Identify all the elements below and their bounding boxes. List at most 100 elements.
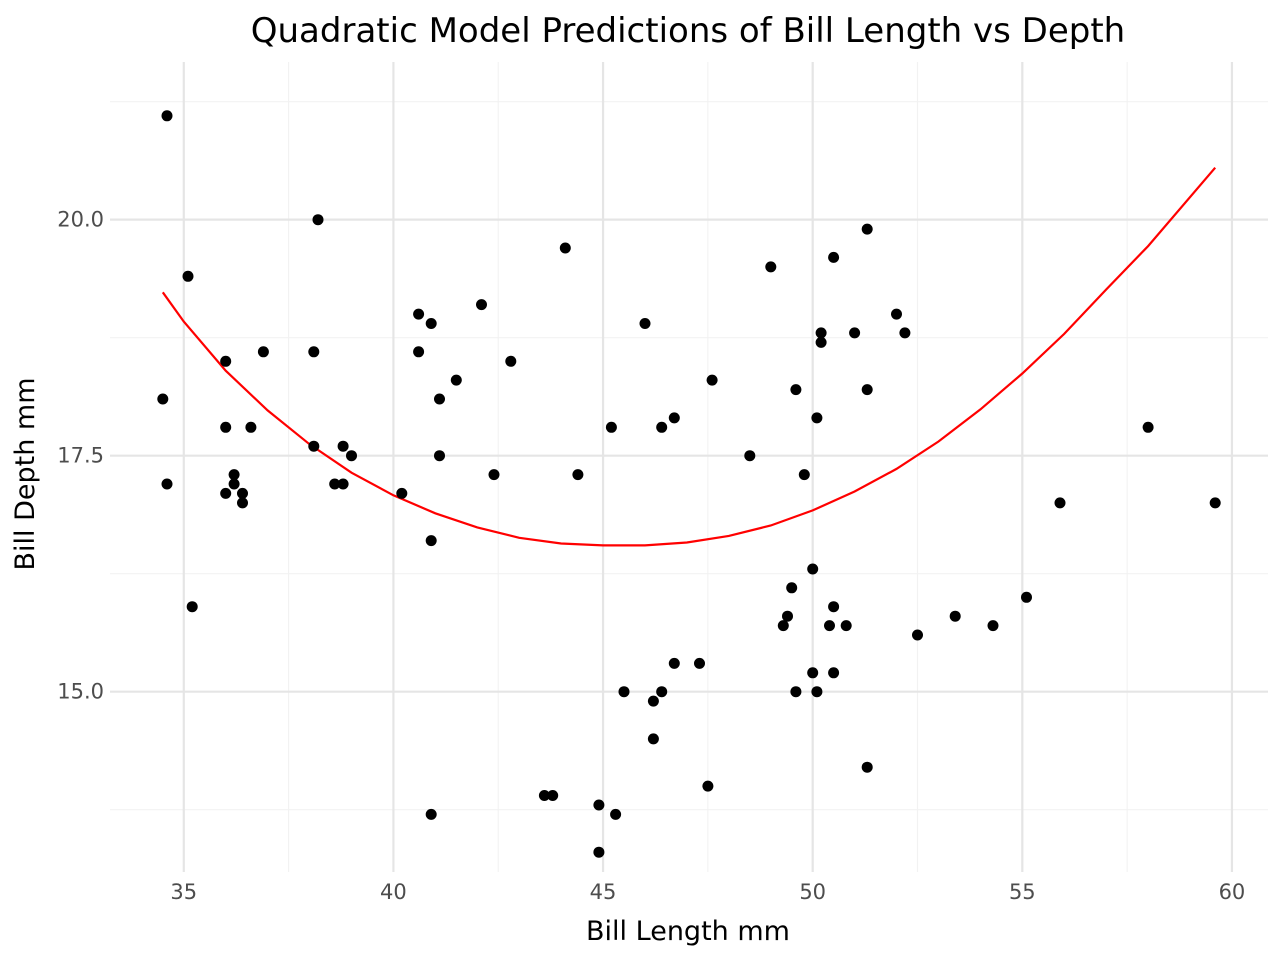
data-point bbox=[237, 497, 248, 509]
x-tick-label: 35 bbox=[170, 880, 197, 904]
data-point bbox=[828, 667, 840, 679]
data-point bbox=[668, 657, 680, 669]
data-point bbox=[828, 251, 840, 263]
data-point bbox=[861, 761, 873, 773]
data-point bbox=[505, 355, 517, 367]
data-point bbox=[777, 620, 789, 632]
data-point bbox=[891, 308, 902, 320]
data-point bbox=[605, 421, 617, 433]
x-tick-label: 55 bbox=[1009, 880, 1036, 904]
data-point bbox=[434, 450, 445, 462]
data-point bbox=[308, 440, 320, 452]
data-point bbox=[329, 478, 341, 490]
data-point bbox=[987, 620, 999, 632]
minor-gridlines bbox=[110, 62, 1268, 872]
data-point bbox=[949, 610, 961, 622]
data-point bbox=[559, 242, 571, 254]
data-point bbox=[815, 336, 827, 348]
data-point bbox=[647, 695, 659, 707]
major-gridlines bbox=[110, 62, 1268, 872]
data-point bbox=[811, 412, 823, 424]
data-point bbox=[182, 270, 194, 282]
data-point bbox=[824, 620, 835, 632]
data-point bbox=[186, 601, 198, 613]
data-point bbox=[161, 110, 173, 122]
data-point bbox=[840, 620, 852, 632]
data-point bbox=[744, 450, 756, 462]
y-axis-label: Bill Depth mm bbox=[10, 377, 41, 570]
data-point bbox=[425, 318, 437, 329]
data-point bbox=[694, 657, 705, 669]
data-point bbox=[425, 535, 437, 547]
data-point bbox=[647, 733, 659, 745]
scatter-points bbox=[157, 110, 1221, 858]
data-point bbox=[593, 799, 605, 811]
data-point bbox=[161, 478, 173, 490]
data-point bbox=[257, 346, 269, 358]
data-point bbox=[639, 318, 651, 329]
data-point bbox=[538, 790, 550, 801]
x-tick-label: 45 bbox=[590, 880, 617, 904]
x-tick-label: 40 bbox=[380, 880, 407, 904]
data-point bbox=[413, 346, 425, 358]
x-tick-label: 50 bbox=[799, 880, 826, 904]
x-axis-ticks: 35 40 45 50 55 60 bbox=[170, 880, 1245, 904]
y-tick-label: 20.0 bbox=[57, 208, 104, 232]
data-point bbox=[337, 478, 349, 490]
data-point bbox=[396, 487, 408, 499]
data-point bbox=[425, 808, 437, 820]
data-point bbox=[786, 582, 798, 594]
data-point bbox=[706, 374, 718, 386]
data-point bbox=[668, 412, 680, 424]
data-point bbox=[815, 327, 827, 339]
data-point bbox=[807, 563, 819, 575]
chart-title: Quadratic Model Predictions of Bill Leng… bbox=[251, 11, 1125, 51]
data-point bbox=[245, 421, 257, 433]
data-point bbox=[237, 487, 248, 499]
data-point bbox=[765, 261, 777, 273]
y-tick-label: 17.5 bbox=[57, 444, 104, 468]
data-point bbox=[220, 487, 232, 499]
data-point bbox=[899, 327, 911, 339]
data-point bbox=[790, 384, 802, 396]
x-tick-label: 60 bbox=[1219, 880, 1246, 904]
data-point bbox=[811, 686, 823, 698]
data-point bbox=[228, 478, 240, 490]
data-point bbox=[346, 450, 357, 462]
data-point bbox=[157, 393, 169, 405]
data-point bbox=[782, 610, 793, 622]
data-point bbox=[434, 393, 445, 405]
data-point bbox=[220, 355, 232, 367]
data-point bbox=[656, 686, 668, 698]
data-point bbox=[798, 469, 810, 481]
data-point bbox=[488, 469, 500, 481]
data-point bbox=[450, 374, 462, 386]
data-point bbox=[790, 686, 802, 698]
data-point bbox=[849, 327, 861, 339]
data-point bbox=[593, 846, 605, 858]
data-point bbox=[807, 667, 819, 679]
data-point bbox=[828, 601, 840, 613]
data-point bbox=[572, 469, 584, 481]
data-point bbox=[220, 421, 232, 433]
data-point bbox=[1142, 421, 1154, 433]
data-point bbox=[861, 223, 873, 235]
data-point bbox=[702, 780, 714, 792]
data-point bbox=[1054, 497, 1066, 509]
data-point bbox=[1209, 497, 1221, 509]
data-point bbox=[312, 214, 324, 226]
data-point bbox=[308, 346, 320, 358]
data-point bbox=[861, 384, 873, 396]
data-point bbox=[228, 469, 240, 481]
data-point bbox=[656, 421, 668, 433]
data-point bbox=[1021, 591, 1032, 603]
data-point bbox=[618, 686, 630, 698]
data-point bbox=[476, 299, 487, 311]
x-axis-label: Bill Length mm bbox=[586, 916, 790, 947]
data-point bbox=[912, 629, 923, 641]
data-point bbox=[413, 308, 425, 320]
y-axis-ticks: 15.0 17.5 20.0 bbox=[57, 208, 104, 704]
y-tick-label: 15.0 bbox=[57, 680, 104, 704]
data-point bbox=[547, 790, 559, 801]
